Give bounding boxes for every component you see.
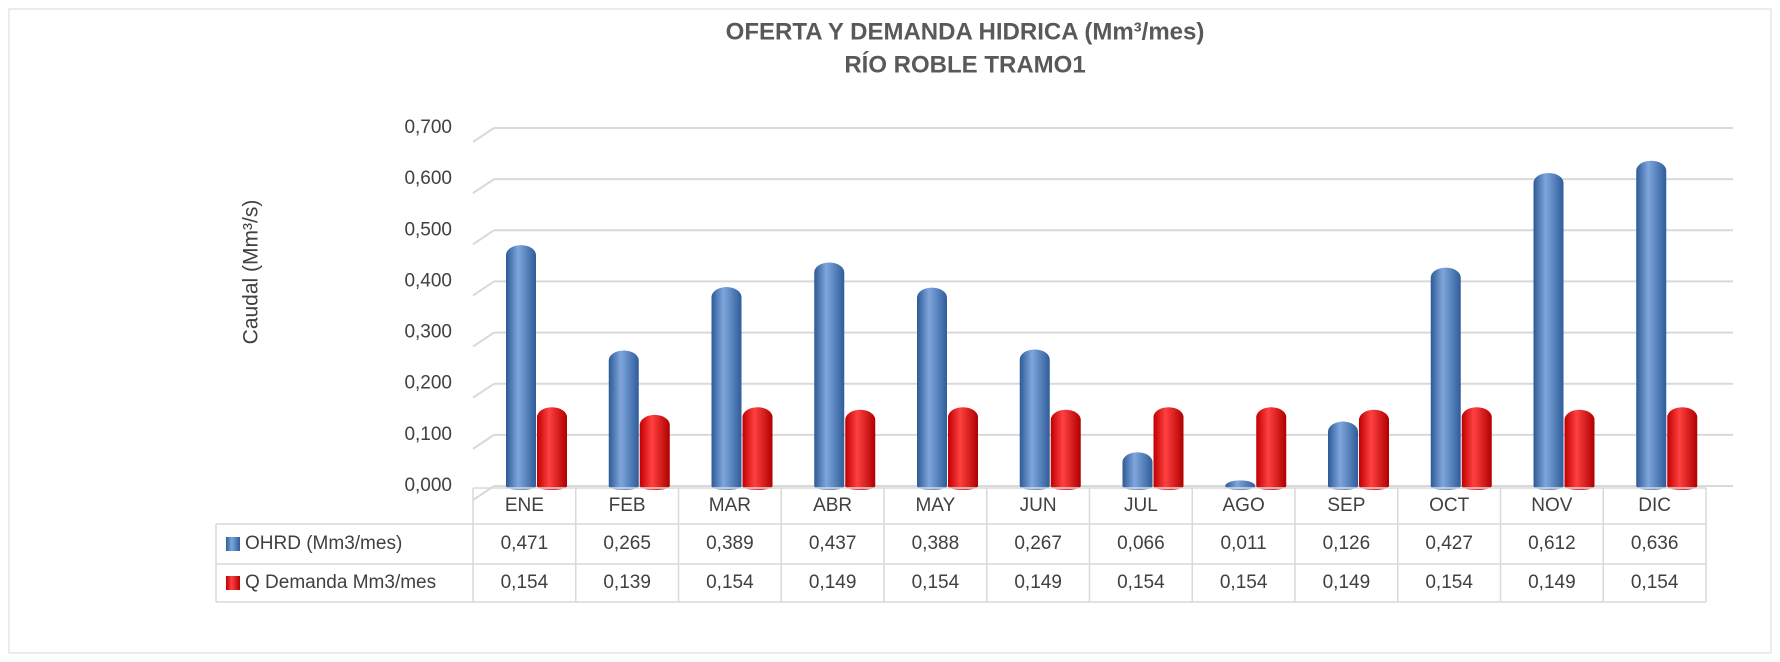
x-tick-label: NOV: [1531, 495, 1573, 516]
grid-line: [472, 280, 495, 297]
x-tick-label: JUN: [1020, 495, 1057, 516]
y-axis-label: Caudal (Mm³/s): [240, 200, 263, 345]
x-tick-label: FEB: [609, 495, 646, 516]
data-label: 0,154: [912, 572, 960, 593]
bar: [1667, 407, 1698, 490]
y-tick-label: 0,300: [404, 322, 452, 343]
chart-title: RÍO ROBLE TRAMO1: [844, 50, 1085, 78]
bar: [711, 287, 742, 490]
grid-line: [472, 434, 495, 450]
bar: [608, 350, 639, 490]
bar: [1461, 407, 1492, 490]
bar: [948, 407, 978, 490]
x-tick-label: AGO: [1223, 495, 1265, 516]
y-tick-label: 0,400: [404, 270, 452, 291]
data-label: 0,066: [1117, 533, 1165, 554]
data-label: 0,154: [1425, 572, 1473, 593]
bar: [845, 409, 876, 490]
data-label: 0,011: [1221, 533, 1267, 554]
y-tick-label: 0,700: [404, 117, 452, 138]
bar: [1564, 409, 1595, 490]
bar: [917, 287, 947, 490]
data-label: 0,388: [912, 533, 960, 554]
grid-line: [472, 127, 495, 143]
y-tick-label: 0,500: [404, 219, 452, 240]
data-label: 0,154: [1117, 572, 1165, 593]
data-label: 0,139: [603, 572, 651, 593]
bar: [1430, 267, 1461, 490]
data-label: 0,126: [1323, 533, 1371, 554]
legend-key: [226, 576, 240, 590]
y-tick-label: 0,100: [404, 424, 452, 445]
data-label: 0,612: [1528, 533, 1576, 554]
data-label: 0,427: [1425, 533, 1473, 554]
data-label: 0,154: [706, 572, 754, 593]
legend-label: OHRD (Mm3/mes): [245, 533, 402, 554]
bar: [639, 414, 670, 490]
data-label: 0,149: [1014, 572, 1062, 593]
chart-frame: [8, 8, 1772, 654]
bar: [1153, 407, 1184, 490]
legend-key: [226, 537, 240, 551]
y-tick-label: 0,200: [404, 373, 452, 394]
x-tick-label: MAR: [709, 495, 751, 516]
data-label: 0,154: [1220, 572, 1268, 593]
x-tick-label: ENE: [505, 495, 544, 516]
data-label: 0,265: [603, 533, 651, 554]
x-tick-label: JUL: [1124, 495, 1158, 516]
x-tick-label: ABR: [813, 495, 852, 516]
data-label: 0,471: [501, 533, 549, 554]
data-label: 0,267: [1014, 533, 1062, 554]
bar: [1359, 409, 1389, 490]
data-label: 0,154: [1631, 572, 1679, 593]
data-label: 0,149: [1323, 572, 1371, 593]
x-tick-label: DIC: [1638, 495, 1671, 516]
grid-line: [472, 382, 495, 399]
bar: [1256, 407, 1287, 490]
legend-label: Q Demanda Mm3/mes: [245, 572, 436, 593]
grid-line: [472, 178, 495, 194]
data-label: 0,154: [501, 572, 549, 593]
x-tick-label: SEP: [1327, 495, 1365, 516]
bar: [1122, 452, 1153, 490]
bar: [742, 407, 773, 490]
data-label: 0,389: [706, 533, 754, 554]
bar: [1328, 421, 1358, 490]
data-label: 0,149: [1528, 572, 1576, 593]
data-label: 0,636: [1631, 533, 1679, 554]
bar: [1533, 173, 1564, 490]
x-tick-label: OCT: [1429, 495, 1470, 516]
chart-title: OFERTA Y DEMANDA HIDRICA (Mm³/mes): [726, 18, 1205, 45]
bar: [1050, 409, 1081, 490]
bar: [1019, 349, 1050, 490]
bar: [537, 407, 567, 490]
x-tick-label: MAY: [915, 495, 955, 516]
bar: [814, 262, 845, 490]
bar: [1636, 160, 1667, 490]
grid-line: [472, 331, 495, 348]
grid-line: [472, 229, 495, 246]
y-tick-label: 0,000: [404, 475, 452, 496]
data-label: 0,149: [809, 572, 857, 593]
y-tick-label: 0,600: [404, 168, 452, 189]
data-label: 0,437: [809, 533, 857, 554]
bar: [506, 245, 536, 490]
